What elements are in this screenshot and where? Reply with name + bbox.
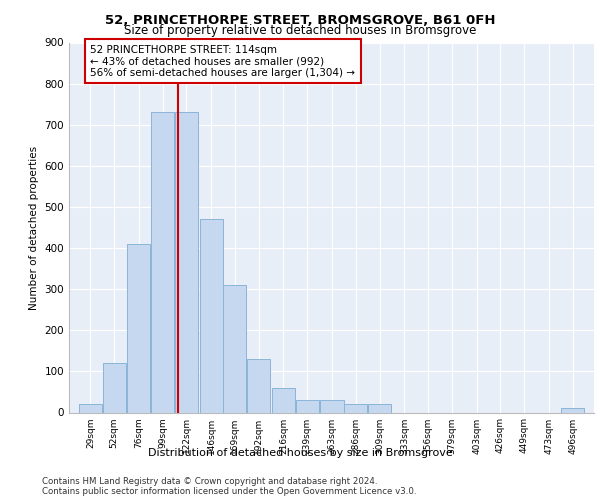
Bar (368, 404, 391, 412)
Bar (200, 220, 223, 412)
Text: Contains HM Land Registry data © Crown copyright and database right 2024.: Contains HM Land Registry data © Crown c… (42, 478, 377, 486)
Y-axis label: Number of detached properties: Number of detached properties (29, 146, 39, 310)
Text: Size of property relative to detached houses in Bromsgrove: Size of property relative to detached ho… (124, 24, 476, 37)
Text: Contains public sector information licensed under the Open Government Licence v3: Contains public sector information licen… (42, 487, 416, 496)
Text: 52, PRINCETHORPE STREET, BROMSGROVE, B61 0FH: 52, PRINCETHORPE STREET, BROMSGROVE, B61… (105, 14, 495, 27)
Bar (127, 244, 151, 412)
Text: Distribution of detached houses by size in Bromsgrove: Distribution of detached houses by size … (148, 448, 452, 458)
Bar (79, 404, 102, 412)
Bar (175, 112, 198, 412)
Bar (247, 359, 270, 412)
Text: 52 PRINCETHORPE STREET: 114sqm
← 43% of detached houses are smaller (992)
56% of: 52 PRINCETHORPE STREET: 114sqm ← 43% of … (91, 44, 355, 78)
Bar (272, 388, 295, 412)
Bar (151, 112, 174, 412)
Bar (103, 363, 125, 412)
Bar (296, 400, 319, 412)
Bar (344, 404, 367, 412)
Bar (561, 408, 584, 412)
Bar (320, 400, 344, 412)
Bar (223, 285, 247, 412)
